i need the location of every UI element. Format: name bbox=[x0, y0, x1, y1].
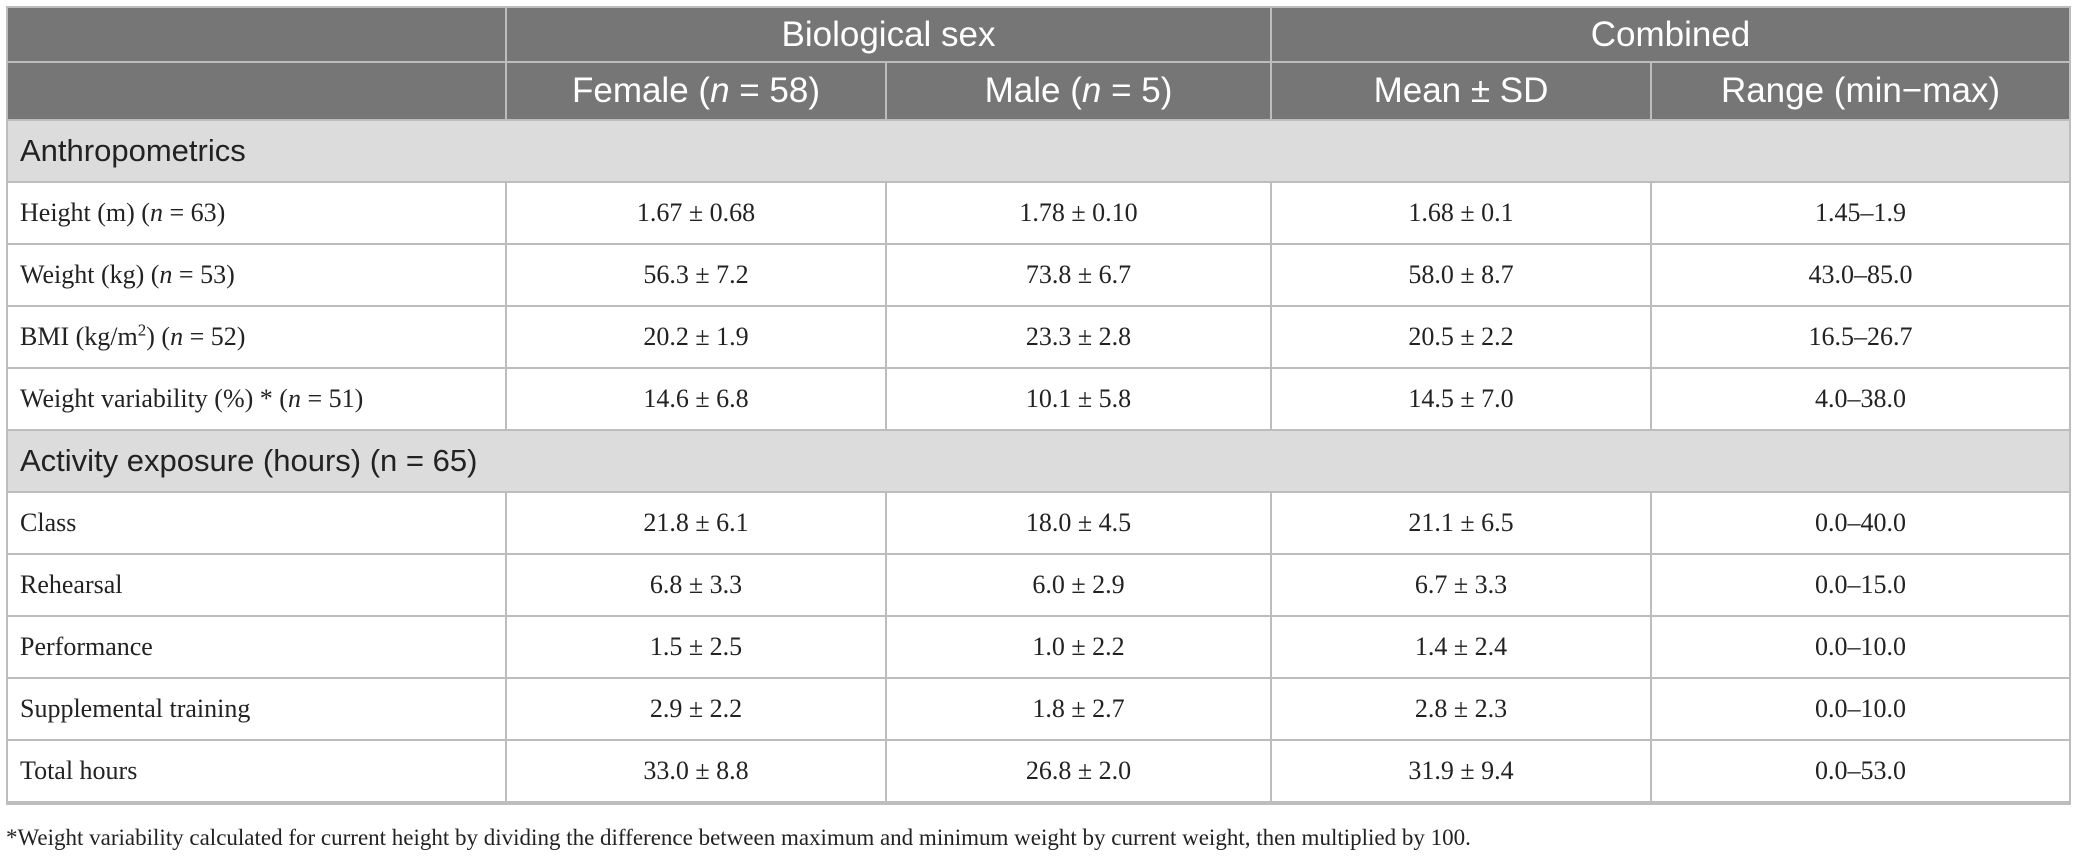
row-label: Total hours bbox=[6, 739, 507, 805]
demographics-table: Biological sex Combined Female (n = 58) … bbox=[5, 6, 2072, 805]
cell-male: 6.0 ± 2.9 bbox=[885, 553, 1272, 617]
cell-female: 1.67 ± 0.68 bbox=[505, 181, 887, 245]
cell-female: 20.2 ± 1.9 bbox=[505, 305, 887, 369]
section-title: Activity exposure (hours) (n = 65) bbox=[5, 429, 2072, 493]
cell-female: 14.6 ± 6.8 bbox=[505, 367, 887, 431]
row-label: BMI (kg/m2) (n = 52) bbox=[6, 305, 507, 369]
cell-male: 73.8 ± 6.7 bbox=[885, 243, 1272, 307]
cell-male: 10.1 ± 5.8 bbox=[885, 367, 1272, 431]
cell-range: 0.0–15.0 bbox=[1649, 553, 2072, 617]
section-row-activity-exposure: Activity exposure (hours) (n = 65) bbox=[5, 429, 2072, 493]
table-row-weight: Weight (kg) (n = 53) 56.3 ± 7.2 73.8 ± 6… bbox=[6, 243, 2072, 307]
header-col-female: Female (n = 58) bbox=[505, 61, 887, 121]
cell-mean-sd: 1.4 ± 2.4 bbox=[1270, 615, 1652, 679]
cell-male: 26.8 ± 2.0 bbox=[885, 739, 1272, 805]
cell-male: 23.3 ± 2.8 bbox=[885, 305, 1272, 369]
data-table-wrapper: Biological sex Combined Female (n = 58) … bbox=[5, 6, 2072, 805]
row-label: Supplemental training bbox=[6, 677, 507, 741]
table-row-height: Height (m) (n = 63) 1.67 ± 0.68 1.78 ± 0… bbox=[6, 181, 2072, 245]
cell-mean-sd: 2.8 ± 2.3 bbox=[1270, 677, 1652, 741]
cell-male: 1.78 ± 0.10 bbox=[885, 181, 1272, 245]
table-row-total-hours: Total hours 33.0 ± 8.8 26.8 ± 2.0 31.9 ±… bbox=[6, 739, 2072, 805]
cell-range: 0.0–53.0 bbox=[1649, 739, 2072, 805]
cell-female: 33.0 ± 8.8 bbox=[505, 739, 887, 805]
cell-mean-sd: 1.68 ± 0.1 bbox=[1270, 181, 1652, 245]
table-row-class: Class 21.8 ± 6.1 18.0 ± 4.5 21.1 ± 6.5 0… bbox=[6, 491, 2072, 555]
cell-mean-sd: 31.9 ± 9.4 bbox=[1270, 739, 1652, 805]
row-label: Rehearsal bbox=[6, 553, 507, 617]
cell-female: 21.8 ± 6.1 bbox=[505, 491, 887, 555]
header-col-mean-sd: Mean ± SD bbox=[1270, 61, 1652, 121]
table-footnote: *Weight variability calculated for curre… bbox=[6, 825, 1471, 850]
cell-range: 1.45–1.9 bbox=[1649, 181, 2072, 245]
section-row-anthropometrics: Anthropometrics bbox=[5, 119, 2072, 183]
cell-range: 0.0–40.0 bbox=[1649, 491, 2072, 555]
header-col-male: Male (n = 5) bbox=[885, 61, 1272, 121]
cell-mean-sd: 21.1 ± 6.5 bbox=[1270, 491, 1652, 555]
table-row-rehearsal: Rehearsal 6.8 ± 3.3 6.0 ± 2.9 6.7 ± 3.3 … bbox=[6, 553, 2072, 617]
header-blank-cell bbox=[6, 6, 507, 63]
header-col-range: Range (min−max) bbox=[1649, 61, 2072, 121]
row-label: Class bbox=[6, 491, 507, 555]
cell-female: 2.9 ± 2.2 bbox=[505, 677, 887, 741]
header-blank-cell bbox=[6, 61, 507, 121]
cell-female: 1.5 ± 2.5 bbox=[505, 615, 887, 679]
row-label: Weight variability (%) * (n = 51) bbox=[6, 367, 507, 431]
cell-female: 56.3 ± 7.2 bbox=[505, 243, 887, 307]
row-label: Weight (kg) (n = 53) bbox=[6, 243, 507, 307]
cell-range: 0.0–10.0 bbox=[1649, 615, 2072, 679]
cell-range: 0.0–10.0 bbox=[1649, 677, 2072, 741]
header-group-biological-sex: Biological sex bbox=[505, 6, 1272, 63]
row-label: Height (m) (n = 63) bbox=[6, 181, 507, 245]
cell-range: 16.5–26.7 bbox=[1649, 305, 2072, 369]
header-row-groups: Biological sex Combined bbox=[6, 6, 2072, 63]
header-row-columns: Female (n = 58) Male (n = 5) Mean ± SD R… bbox=[6, 61, 2072, 121]
cell-mean-sd: 20.5 ± 2.2 bbox=[1270, 305, 1652, 369]
cell-mean-sd: 14.5 ± 7.0 bbox=[1270, 367, 1652, 431]
cell-male: 18.0 ± 4.5 bbox=[885, 491, 1272, 555]
header-group-combined: Combined bbox=[1269, 6, 2072, 63]
cell-range: 43.0–85.0 bbox=[1649, 243, 2072, 307]
table-row-weight-variability: Weight variability (%) * (n = 51) 14.6 ±… bbox=[6, 367, 2072, 431]
table-row-supplemental-training: Supplemental training 2.9 ± 2.2 1.8 ± 2.… bbox=[6, 677, 2072, 741]
table-row-bmi: BMI (kg/m2) (n = 52) 20.2 ± 1.9 23.3 ± 2… bbox=[6, 305, 2072, 369]
cell-mean-sd: 58.0 ± 8.7 bbox=[1270, 243, 1652, 307]
cell-range: 4.0–38.0 bbox=[1649, 367, 2072, 431]
cell-mean-sd: 6.7 ± 3.3 bbox=[1270, 553, 1652, 617]
section-title: Anthropometrics bbox=[5, 119, 2072, 183]
cell-male: 1.0 ± 2.2 bbox=[885, 615, 1272, 679]
table-row-performance: Performance 1.5 ± 2.5 1.0 ± 2.2 1.4 ± 2.… bbox=[6, 615, 2072, 679]
cell-male: 1.8 ± 2.7 bbox=[885, 677, 1272, 741]
cell-female: 6.8 ± 3.3 bbox=[505, 553, 887, 617]
row-label: Performance bbox=[6, 615, 507, 679]
